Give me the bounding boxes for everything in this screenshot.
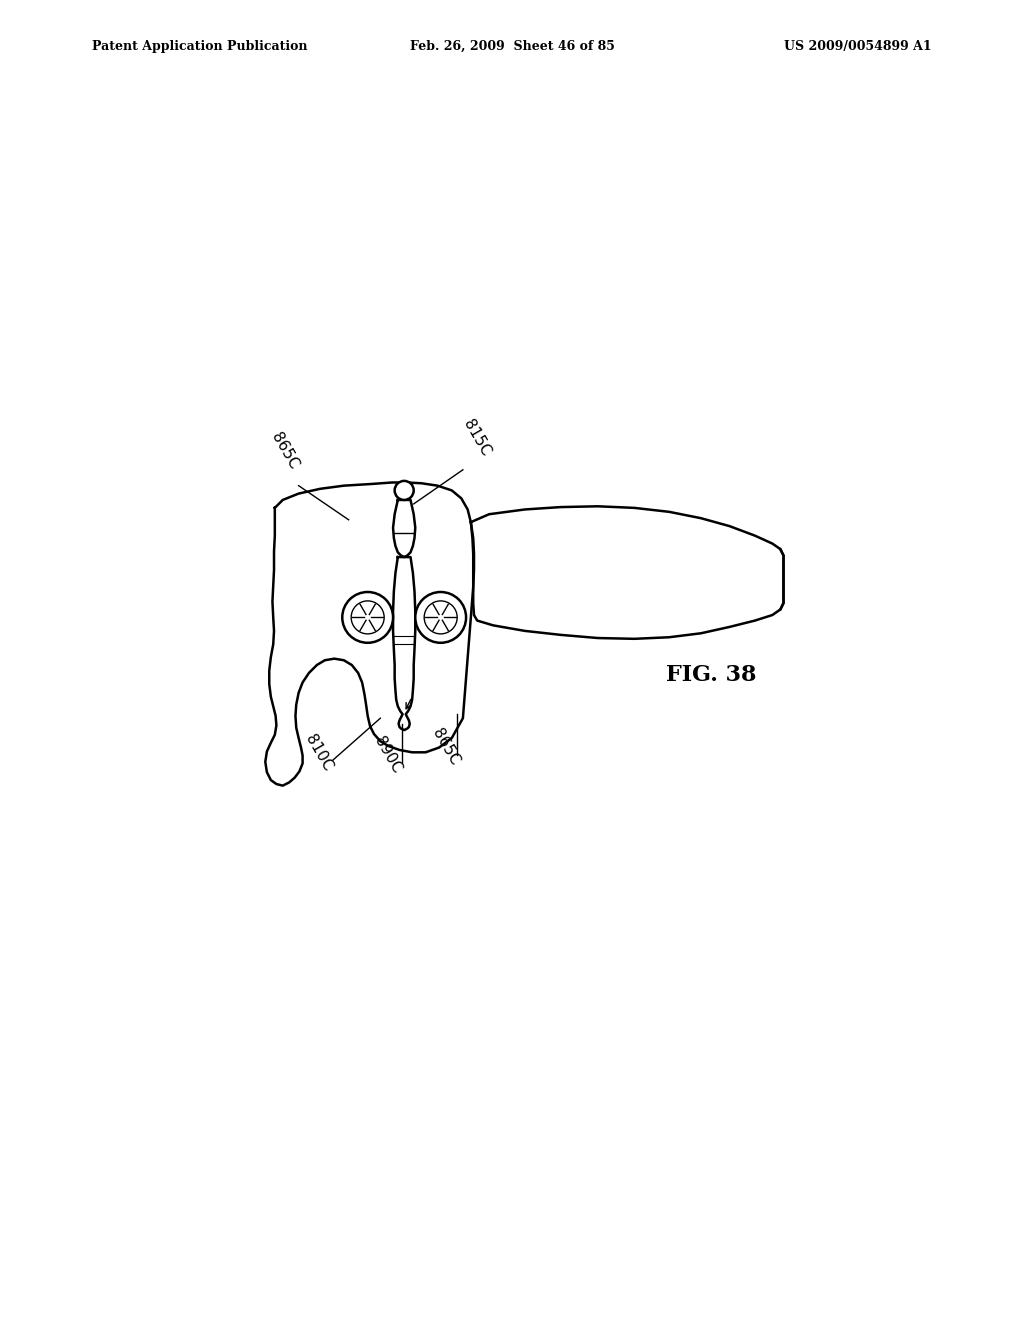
Polygon shape — [265, 483, 474, 785]
Text: Feb. 26, 2009  Sheet 46 of 85: Feb. 26, 2009 Sheet 46 of 85 — [410, 40, 614, 53]
Circle shape — [342, 591, 393, 643]
Text: 865C: 865C — [429, 726, 462, 768]
Text: 815C: 815C — [461, 417, 494, 458]
Text: FIG. 38: FIG. 38 — [666, 664, 757, 685]
Text: US 2009/0054899 A1: US 2009/0054899 A1 — [784, 40, 932, 53]
Polygon shape — [393, 557, 416, 730]
Text: 890C: 890C — [372, 734, 404, 776]
Text: 810C: 810C — [302, 733, 335, 774]
Circle shape — [351, 601, 384, 634]
Polygon shape — [393, 500, 416, 557]
Text: Patent Application Publication: Patent Application Publication — [92, 40, 307, 53]
Text: 865C: 865C — [268, 430, 301, 473]
Circle shape — [424, 601, 457, 634]
Polygon shape — [471, 507, 783, 639]
Circle shape — [394, 480, 414, 500]
Circle shape — [416, 591, 466, 643]
